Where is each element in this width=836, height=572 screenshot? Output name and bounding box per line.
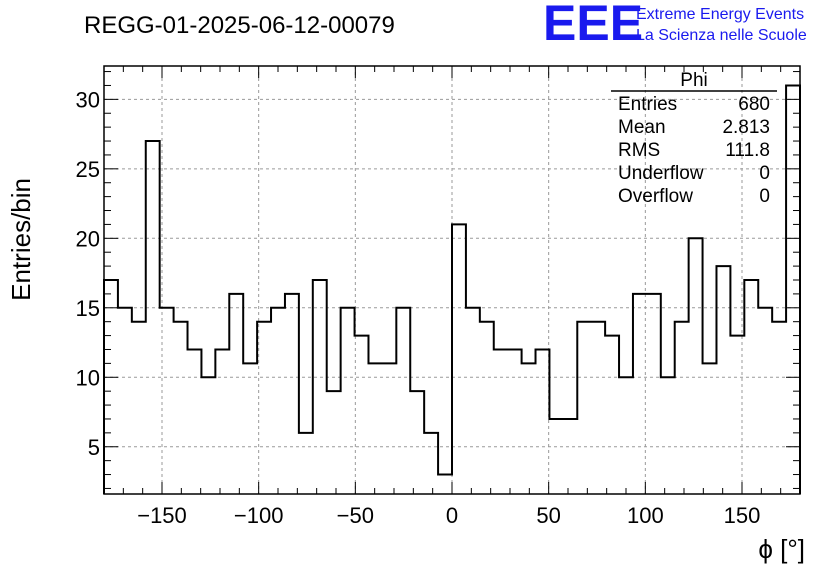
stats-value: 0 xyxy=(759,186,770,207)
y-axis-title: Entries/bin xyxy=(6,178,36,301)
stats-value: 111.8 xyxy=(725,140,770,161)
axis-ticks: −150 −100 −50 0 50 100 150 5 10 15 20 25 30 xyxy=(76,66,800,528)
stats-label: Overflow xyxy=(618,186,693,207)
stats-label: RMS xyxy=(618,140,660,161)
eee-logo-mark: EEE xyxy=(543,0,643,51)
x-axis-title: ϕ [°] xyxy=(758,534,805,564)
x-tick-label: −100 xyxy=(234,503,284,528)
y-tick-label: 15 xyxy=(76,296,100,321)
logo-line-1: Extreme Energy Events xyxy=(636,6,804,23)
x-tick-label: 100 xyxy=(627,503,664,528)
y-tick-label: 5 xyxy=(88,435,100,460)
stats-value: 680 xyxy=(738,94,770,115)
stats-value: 2.813 xyxy=(722,117,770,138)
y-tick-label: 20 xyxy=(76,226,100,251)
histogram-outline xyxy=(103,84,801,494)
chart-title: REGG-01-2025-06-12-00079 xyxy=(84,12,395,39)
y-tick-label: 30 xyxy=(76,87,100,112)
stats-label: Entries xyxy=(618,94,677,115)
eee-logo: EEE Extreme Energy Events La Scienza nel… xyxy=(543,0,807,51)
stats-label: Mean xyxy=(618,117,666,138)
stats-value: 0 xyxy=(759,163,770,184)
stats-title: Phi xyxy=(680,70,707,91)
x-tick-label: −150 xyxy=(137,503,187,528)
y-tick-label: 10 xyxy=(76,365,100,390)
x-tick-label: 50 xyxy=(536,503,560,528)
x-tick-label: 150 xyxy=(724,503,761,528)
histogram xyxy=(103,84,801,494)
x-tick-label: −50 xyxy=(337,503,374,528)
y-tick-label: 25 xyxy=(76,157,100,182)
logo-line-2: La Scienza nelle Scuole xyxy=(636,27,807,44)
x-tick-label: 0 xyxy=(446,503,458,528)
stats-label: Underflow xyxy=(618,163,704,184)
